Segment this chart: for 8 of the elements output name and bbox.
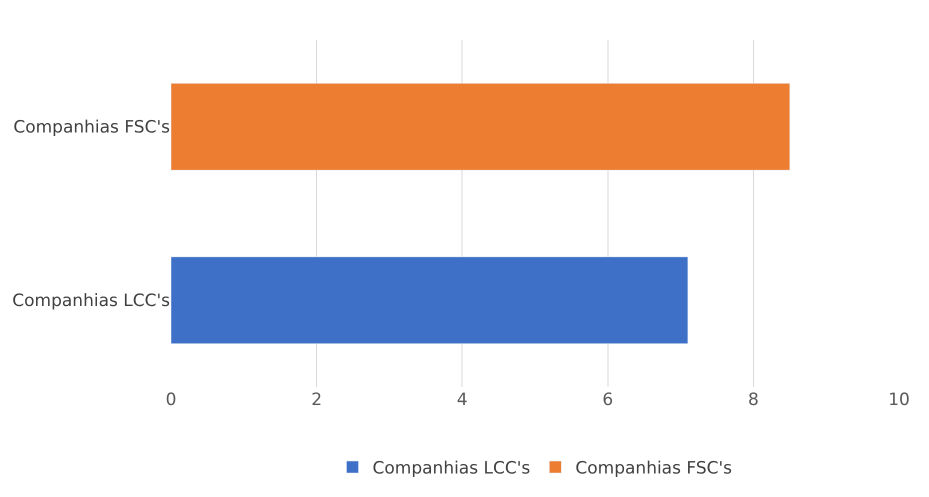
x-tick-label: 4 — [456, 390, 468, 410]
x-tick-label: 0 — [166, 390, 176, 410]
x-tick-label: 8 — [748, 390, 759, 410]
x-tick-label: 6 — [602, 390, 614, 410]
legend-label: Companhias LCC's — [372, 458, 530, 479]
x-tick-label: 10 — [888, 390, 910, 410]
legend-label: Companhias FSC's — [575, 458, 732, 479]
x-tick-label: 2 — [311, 390, 322, 410]
